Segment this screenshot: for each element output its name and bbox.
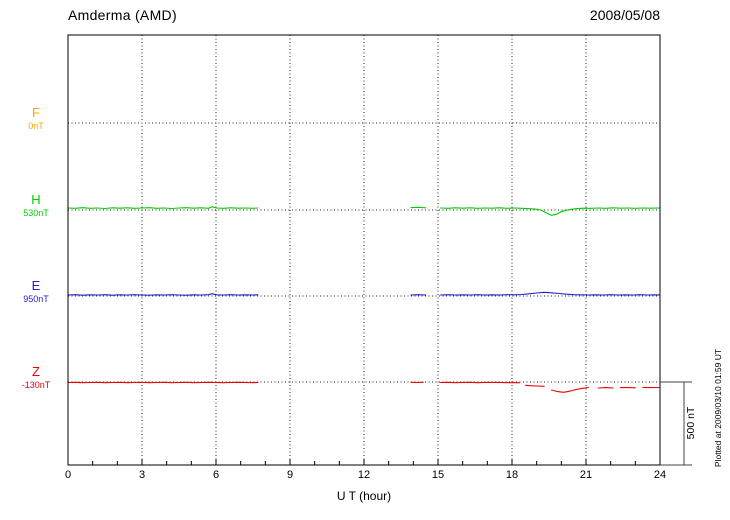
- scale-bar-label: 500 nT: [685, 406, 697, 440]
- station-title: Amderma (AMD): [68, 7, 177, 23]
- x-tick-label: 18: [505, 469, 519, 481]
- series-label-H: H 530nT: [8, 193, 64, 218]
- series-label-E: E 950nT: [8, 279, 64, 304]
- x-tick-label: 24: [653, 469, 667, 481]
- series-baseline-value: 950nT: [23, 294, 49, 304]
- series-labels: F 0nT H 530nT E 950nT Z -130nT: [8, 0, 64, 520]
- series-name: H: [31, 192, 41, 207]
- trace-Z: [439, 381, 520, 384]
- x-tick-label: 6: [212, 469, 220, 481]
- series-label-Z: Z -130nT: [8, 365, 64, 390]
- trace-H: [439, 207, 661, 216]
- series-baseline-value: -130nT: [21, 380, 51, 390]
- trace-H: [410, 206, 427, 209]
- x-tick-label: 0: [64, 469, 72, 481]
- x-tick-label: 9: [286, 469, 294, 481]
- x-tick-label: 12: [357, 469, 371, 481]
- plot-border: [67, 34, 661, 466]
- series-name: F: [32, 105, 40, 120]
- x-axis-title: U T (hour): [336, 489, 392, 503]
- series-name: Z: [32, 364, 40, 379]
- plotted-at-note: Plotted at 2009/03/10 01:59 UT: [713, 348, 723, 468]
- date-label: 2008/05/08: [589, 7, 660, 23]
- series-baseline-value: 0nT: [28, 121, 44, 131]
- trace-Z: [550, 386, 590, 393]
- x-tick-label: 15: [431, 469, 445, 481]
- series-name: E: [31, 278, 41, 293]
- trace-E: [67, 293, 259, 296]
- series-baseline-value: 530nT: [23, 208, 49, 218]
- trace-H: [67, 206, 259, 210]
- trace-Z: [525, 384, 545, 387]
- trace-E: [439, 291, 661, 296]
- x-tick-label: 3: [138, 469, 146, 481]
- series-label-F: F 0nT: [8, 106, 64, 131]
- x-tick-label: 21: [579, 469, 593, 481]
